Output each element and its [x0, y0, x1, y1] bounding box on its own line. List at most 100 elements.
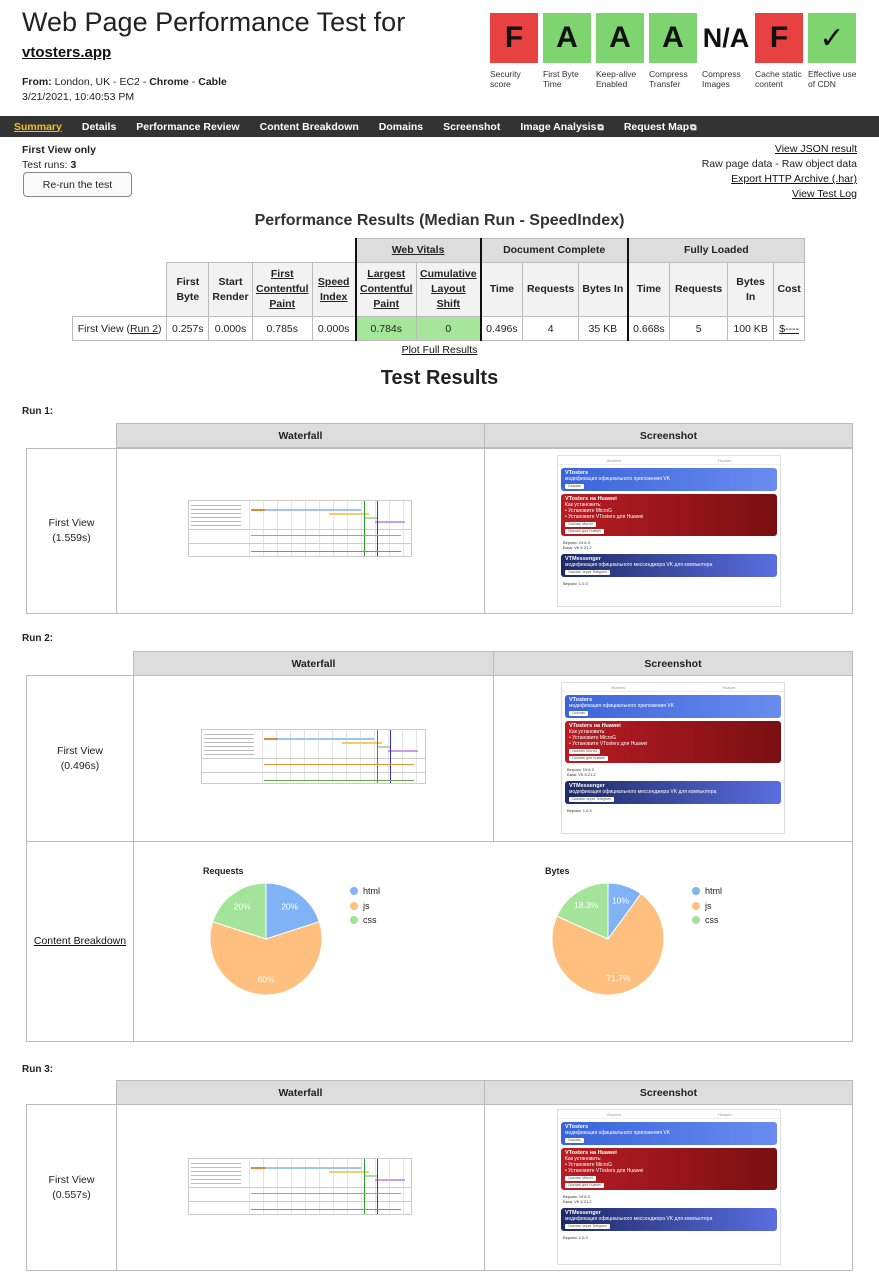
- pie-slice-html[interactable]: [265, 883, 320, 940]
- card-vtosters: VTosters модификация официального приложе…: [561, 1122, 777, 1145]
- card-button: Скачать MicroG: [569, 749, 601, 754]
- view-test-log-link[interactable]: View Test Log: [792, 188, 857, 200]
- waterfall-row-label: [191, 509, 241, 510]
- nav-performance-review[interactable]: Performance Review: [136, 120, 240, 133]
- waterfall-gridline: [262, 730, 263, 783]
- waterfall-gridline: [360, 730, 361, 783]
- waterfall-row-label: [191, 1167, 241, 1168]
- version-text: База: VK 6.21.2: [563, 1199, 592, 1204]
- card-subtitle: модификация официального мессенджера VK …: [565, 1216, 713, 1222]
- waterfall-marker: [364, 501, 365, 556]
- nav-domains[interactable]: Domains: [378, 120, 424, 133]
- export-har-link[interactable]: Export HTTP Archive (.har): [731, 173, 857, 185]
- grade-cdn[interactable]: ✓ Effective use of CDN: [808, 13, 861, 89]
- waterfall-gridline: [403, 1159, 404, 1214]
- card-subtitle: Как установить:: [569, 729, 606, 735]
- pie-slice-css[interactable]: [212, 883, 267, 940]
- plot-full-results-link[interactable]: Plot Full Results: [401, 344, 478, 356]
- waterfall-header: Waterfall: [116, 1080, 485, 1105]
- waterfall-gridline: [346, 730, 347, 783]
- waterfall-bar: [365, 1175, 377, 1177]
- waterfall-divider: [189, 529, 411, 530]
- waterfall-thumbnail[interactable]: [188, 500, 412, 557]
- test-results-title: Test Results: [380, 367, 499, 389]
- group-web-vitals[interactable]: Web Vitals: [354, 238, 482, 263]
- run-2-link[interactable]: Run 2: [130, 322, 159, 335]
- nav-summary[interactable]: Summary: [14, 120, 62, 133]
- content-breakdown-link[interactable]: Content Breakdown: [33, 935, 127, 947]
- card-button: Скачать: [565, 1138, 585, 1143]
- waterfall-row-label: [191, 505, 241, 506]
- header-start-render: Start Render: [208, 262, 253, 317]
- waterfall-gridline: [291, 501, 292, 556]
- raw-page-data-link[interactable]: Raw page data: [701, 158, 773, 170]
- first-view-time: (1.559s): [52, 532, 91, 544]
- version-text: Версия: 1.0.3: [567, 808, 592, 813]
- grade-compress-images[interactable]: N/A Compress Images: [702, 13, 755, 89]
- row-label: First View (Run 2): [71, 316, 168, 341]
- pie-slice-label: 20%: [281, 901, 298, 911]
- nav-screenshot[interactable]: Screenshot: [443, 120, 501, 133]
- card-vtmessenger: VTMessenger модификация официального месс…: [565, 781, 781, 804]
- legend-item: css: [692, 913, 722, 928]
- waterfall-row-label: [191, 1183, 241, 1184]
- card-title: VTosters на Huawei: [565, 1150, 617, 1156]
- waterfall-thumbnail[interactable]: [188, 1158, 412, 1215]
- tab-label: Vtosters: [610, 684, 626, 690]
- grade-keep-alive[interactable]: A Keep-alive Enabled: [596, 13, 649, 89]
- nav-request-map[interactable]: Request Map⧉: [624, 121, 697, 133]
- header-speed-index[interactable]: Speed Index: [311, 262, 357, 317]
- version-text: База: VK 6.21.2: [563, 545, 592, 550]
- grade-security[interactable]: F Security score: [490, 13, 543, 89]
- header: Web Page Performance Test for vtosters.a…: [22, 6, 482, 105]
- legend-item: js: [350, 899, 380, 914]
- nav-details[interactable]: Details: [81, 120, 117, 133]
- web-vitals-link[interactable]: Web Vitals: [391, 244, 445, 256]
- group-fully-loaded: Fully Loaded: [627, 238, 806, 263]
- tab-label: Huawei: [722, 684, 736, 690]
- cell-cost[interactable]: $----: [773, 316, 806, 341]
- card-subtitle: • Установите MicroG: [565, 508, 613, 514]
- nav-image-analysis[interactable]: Image Analysis⧉: [520, 121, 604, 133]
- waterfall-gridline: [305, 1159, 306, 1214]
- raw-object-data-link[interactable]: Raw object data: [781, 158, 857, 170]
- page-title: Web Page Performance Test for: [22, 7, 406, 37]
- waterfall-marker: [377, 501, 378, 556]
- bytes-pie-chart: 10% 71.7% 18.3%: [552, 883, 665, 996]
- grade-first-byte[interactable]: A First Byte Time: [543, 13, 596, 89]
- header-lcp[interactable]: Largest Contentful Paint: [354, 262, 417, 317]
- waterfall-row-label: [204, 754, 254, 755]
- grade-compress-transfer-value: A: [649, 13, 697, 63]
- waterfall-bar: [375, 521, 405, 523]
- waterfall-gridline: [263, 501, 264, 556]
- legend-label: html: [705, 886, 723, 896]
- cell-first-byte: 0.257s: [166, 316, 210, 341]
- waterfall-marker: [390, 730, 391, 783]
- view-json-link[interactable]: View JSON result: [774, 143, 857, 155]
- rerun-button[interactable]: Re-run the test: [23, 172, 132, 197]
- card-button: Скачать через Telegram: [565, 570, 610, 575]
- card-title: VTosters: [565, 470, 589, 476]
- grade-compress-images-label: Compress Images: [702, 69, 741, 89]
- row-label-end: ): [158, 322, 162, 335]
- pie-slice-css[interactable]: [556, 883, 609, 940]
- screenshot-thumbnail[interactable]: Vtosters Huawei VTosters модификация офици…: [557, 1109, 781, 1265]
- pie-slice-js[interactable]: [552, 892, 665, 996]
- pie-slice-js[interactable]: [210, 921, 323, 996]
- cell-speed-index: 0.000s: [311, 316, 357, 341]
- site-link[interactable]: vtosters.app: [22, 44, 112, 61]
- legend-label: html: [363, 886, 381, 896]
- card-title: VTMessenger: [569, 783, 605, 789]
- waterfall-divider: [189, 543, 411, 544]
- waterfall-bar: [251, 1167, 265, 1169]
- nav-content-breakdown[interactable]: Content Breakdown: [259, 120, 359, 133]
- header-fcp[interactable]: First Contentful Paint: [251, 262, 313, 317]
- grade-cache[interactable]: F Cache static content: [755, 13, 808, 89]
- header-cls[interactable]: Cumulative Layout Shift: [415, 262, 482, 317]
- screenshot-thumbnail[interactable]: Vtosters Huawei VTosters модификация офици…: [557, 455, 781, 607]
- cell-fl-time: 0.668s: [627, 316, 671, 341]
- screenshot-thumbnail[interactable]: Vtosters Huawei VTosters модификация офици…: [561, 682, 785, 834]
- grade-compress-transfer[interactable]: A Compress Transfer: [649, 13, 702, 89]
- waterfall-thumbnail[interactable]: [201, 729, 426, 784]
- legend-swatch: [350, 916, 358, 925]
